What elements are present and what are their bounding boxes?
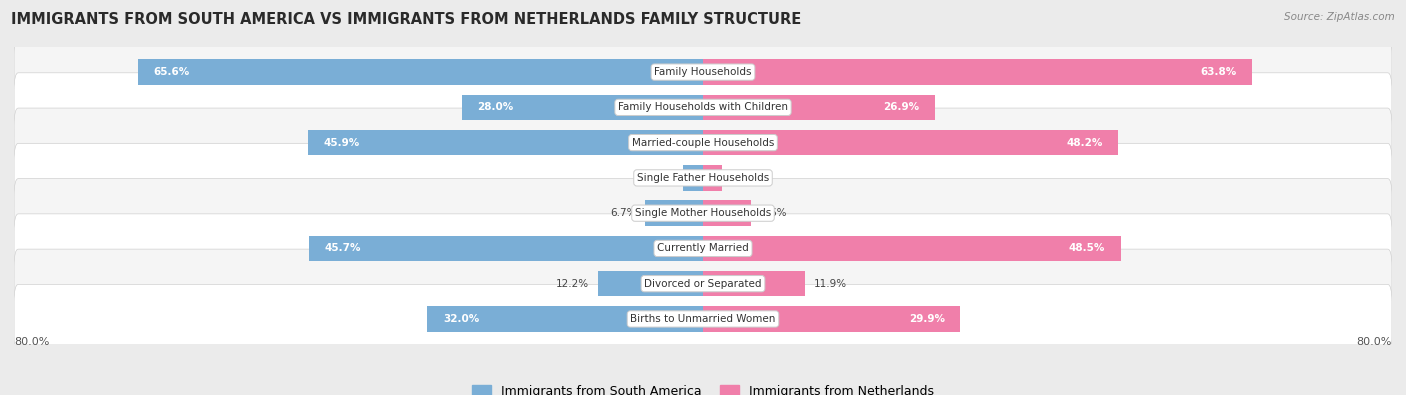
- Text: Births to Unmarried Women: Births to Unmarried Women: [630, 314, 776, 324]
- Bar: [703, 95, 935, 120]
- FancyBboxPatch shape: [14, 73, 1392, 142]
- Bar: [703, 306, 960, 332]
- Text: Family Households with Children: Family Households with Children: [619, 102, 787, 112]
- Bar: [309, 236, 703, 261]
- FancyBboxPatch shape: [14, 179, 1392, 248]
- FancyBboxPatch shape: [14, 38, 1392, 107]
- Text: 48.5%: 48.5%: [1069, 243, 1105, 254]
- Text: 32.0%: 32.0%: [443, 314, 479, 324]
- Text: 11.9%: 11.9%: [814, 279, 848, 289]
- Text: IMMIGRANTS FROM SOUTH AMERICA VS IMMIGRANTS FROM NETHERLANDS FAMILY STRUCTURE: IMMIGRANTS FROM SOUTH AMERICA VS IMMIGRA…: [11, 12, 801, 27]
- Text: 2.2%: 2.2%: [731, 173, 756, 183]
- Text: 26.9%: 26.9%: [883, 102, 920, 112]
- Text: 45.9%: 45.9%: [323, 137, 360, 148]
- Bar: [427, 306, 703, 332]
- Bar: [703, 271, 806, 296]
- Text: 2.3%: 2.3%: [648, 173, 675, 183]
- Text: 29.9%: 29.9%: [910, 314, 945, 324]
- Bar: [683, 165, 703, 191]
- Text: 28.0%: 28.0%: [478, 102, 513, 112]
- Text: 12.2%: 12.2%: [557, 279, 589, 289]
- Text: Currently Married: Currently Married: [657, 243, 749, 254]
- Text: Single Father Households: Single Father Households: [637, 173, 769, 183]
- Bar: [703, 130, 1118, 155]
- FancyBboxPatch shape: [14, 143, 1392, 213]
- Text: 6.7%: 6.7%: [610, 208, 637, 218]
- Bar: [461, 95, 703, 120]
- FancyBboxPatch shape: [14, 284, 1392, 354]
- Text: 80.0%: 80.0%: [14, 337, 49, 347]
- Text: 45.7%: 45.7%: [325, 243, 361, 254]
- FancyBboxPatch shape: [14, 108, 1392, 177]
- Text: Married-couple Households: Married-couple Households: [631, 137, 775, 148]
- Text: 80.0%: 80.0%: [1357, 337, 1392, 347]
- Bar: [703, 201, 751, 226]
- Bar: [645, 201, 703, 226]
- Text: Single Mother Households: Single Mother Households: [636, 208, 770, 218]
- Text: Family Households: Family Households: [654, 67, 752, 77]
- Text: 48.2%: 48.2%: [1066, 137, 1102, 148]
- FancyBboxPatch shape: [14, 214, 1392, 283]
- Bar: [703, 59, 1253, 85]
- Text: Divorced or Separated: Divorced or Separated: [644, 279, 762, 289]
- Text: 63.8%: 63.8%: [1201, 67, 1237, 77]
- Text: 65.6%: 65.6%: [153, 67, 190, 77]
- Bar: [138, 59, 703, 85]
- Bar: [598, 271, 703, 296]
- Text: 5.6%: 5.6%: [759, 208, 786, 218]
- Legend: Immigrants from South America, Immigrants from Netherlands: Immigrants from South America, Immigrant…: [467, 380, 939, 395]
- Bar: [703, 236, 1121, 261]
- FancyBboxPatch shape: [14, 249, 1392, 318]
- Bar: [703, 165, 721, 191]
- Bar: [308, 130, 703, 155]
- Text: Source: ZipAtlas.com: Source: ZipAtlas.com: [1284, 12, 1395, 22]
